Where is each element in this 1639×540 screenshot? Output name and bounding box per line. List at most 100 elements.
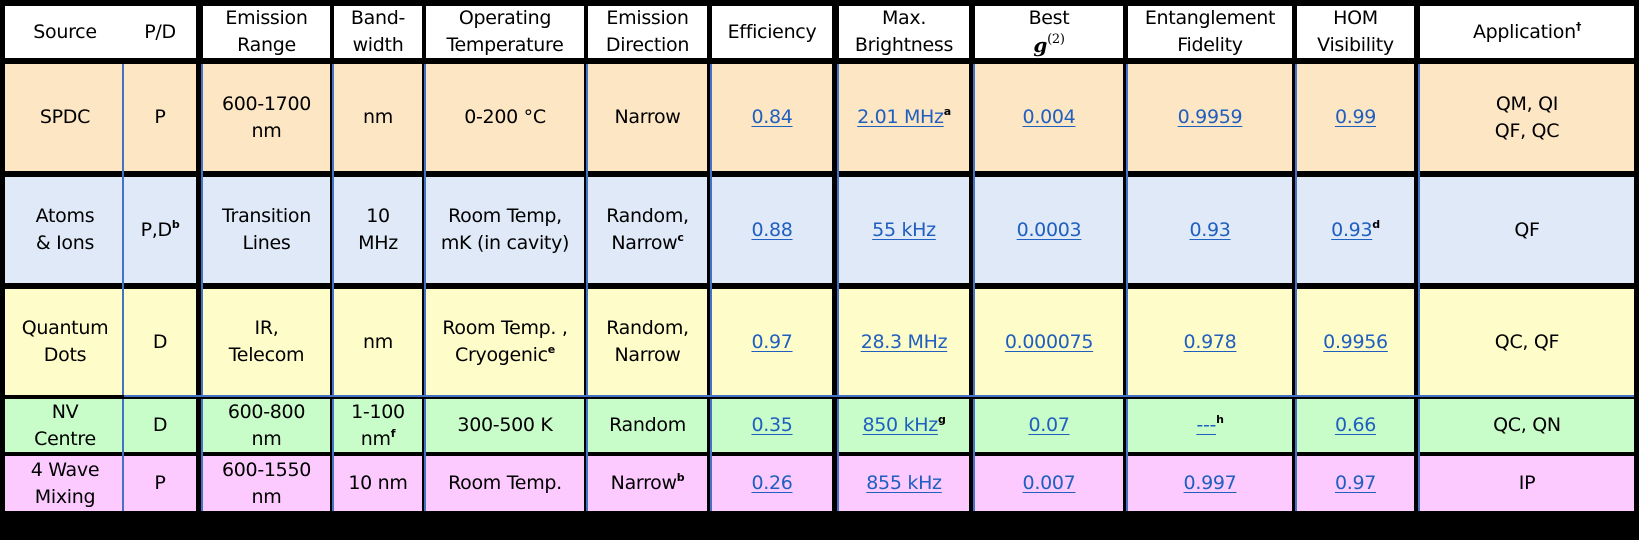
brightness-link[interactable]: 2.01 MHz (857, 106, 944, 128)
cell-line: QF, QC (1494, 118, 1560, 145)
qd-g2-cell[interactable]: 0.000075 (975, 289, 1123, 395)
spdc-range-cell: 600-1700 nm (203, 64, 330, 171)
cell-line: 0.35 (751, 412, 792, 439)
g2-link[interactable]: 0.007 (1022, 472, 1076, 494)
cell-line: 300-500 K (457, 412, 552, 439)
g2-link[interactable]: 0.0003 (1016, 218, 1082, 241)
qd-efficiency-cell[interactable]: 0.97 (712, 289, 832, 395)
column-rule (837, 399, 839, 511)
cell-text: SPDC (39, 106, 91, 128)
atoms-brightness-cell[interactable]: 55 kHz (839, 177, 969, 283)
g2-link[interactable]: 0.004 (1022, 106, 1076, 128)
qd-hom-cell[interactable]: 0.9956 (1297, 289, 1414, 395)
fwm-hom-cell[interactable]: 0.97 (1297, 456, 1414, 511)
brightness-link[interactable]: 28.3 MHz (860, 330, 948, 353)
cell-line: 0.93 (1189, 217, 1230, 244)
cell-line: Narrowb (611, 470, 685, 497)
cell-line: mK (in cavity) (441, 230, 570, 257)
g2-link[interactable]: 0.07 (1028, 414, 1070, 436)
cell-line: QF (1514, 217, 1540, 244)
header-line: Max. (882, 5, 926, 32)
nv-efficiency-cell[interactable]: 0.35 (712, 399, 832, 452)
header-line: Emission (606, 5, 688, 32)
header-label: width (352, 34, 404, 56)
efficiency-link[interactable]: 0.35 (751, 414, 793, 436)
atoms-application-cell: QF (1420, 177, 1634, 283)
efficiency-link[interactable]: 0.26 (751, 472, 793, 494)
cell-line: D (153, 412, 168, 439)
footnote-mark: f (390, 426, 396, 440)
spdc-fidelity-cell[interactable]: 0.9959 (1128, 64, 1292, 171)
cell-line: nm (252, 484, 282, 511)
footnote-mark: d (1372, 217, 1380, 231)
header-source: Source (5, 6, 125, 58)
atoms-g2-cell[interactable]: 0.0003 (975, 177, 1123, 283)
header-line: Direction (606, 32, 689, 59)
cell-line: Mixing (35, 484, 96, 511)
g2-link[interactable]: 0.000075 (1004, 330, 1094, 353)
efficiency-link[interactable]: 0.88 (751, 218, 793, 241)
cell-line: 10 (366, 203, 390, 230)
nv-brightness-cell[interactable]: 850 kHzg (839, 399, 969, 452)
g2-letter: g (1033, 32, 1048, 57)
nv-range-cell: 600-800 nm (203, 399, 330, 452)
nv-hom-cell[interactable]: 0.66 (1297, 399, 1414, 452)
atoms-hom-cell[interactable]: 0.93d (1297, 177, 1414, 283)
fwm-source-cell: 4 Wave Mixing (5, 456, 125, 511)
qd-range-cell: IR, Telecom (203, 289, 330, 395)
hom-link[interactable]: 0.97 (1334, 472, 1377, 494)
qd-brightness-cell[interactable]: 28.3 MHz (839, 289, 969, 395)
g2-exponent: (2) (1047, 31, 1065, 47)
cell-line: NV (52, 399, 79, 426)
fidelity-link[interactable]: 0.93 (1189, 218, 1231, 241)
cell-text: Narrow (614, 106, 681, 128)
spdc-brightness-cell[interactable]: 2.01 MHza (839, 64, 969, 171)
fidelity-link[interactable]: 0.997 (1183, 472, 1237, 494)
qd-fidelity-cell[interactable]: 0.978 (1128, 289, 1292, 395)
cell-line: Room Temp, (448, 203, 562, 230)
fwm-g2-cell[interactable]: 0.007 (975, 456, 1123, 511)
fwm-efficiency-cell[interactable]: 0.26 (712, 456, 832, 511)
fidelity-link[interactable]: --- (1196, 414, 1217, 436)
nv-bandwidth-cell: 1-100 nmf (334, 399, 422, 452)
spdc-hom-cell[interactable]: 0.99 (1297, 64, 1414, 171)
cell-line: 600-800 (228, 399, 306, 426)
hom-link[interactable]: 0.66 (1334, 414, 1377, 436)
fidelity-link[interactable]: 0.978 (1183, 330, 1237, 353)
spdc-temperature-cell: 0-200 °C (426, 64, 584, 171)
cell-line: nmf (361, 426, 396, 453)
cell-line: 10 nm (348, 470, 408, 497)
cell-text: Random, (606, 317, 689, 339)
brightness-link[interactable]: 855 kHz (866, 472, 942, 494)
hom-link[interactable]: 0.9956 (1323, 330, 1388, 353)
atoms-efficiency-cell[interactable]: 0.88 (712, 177, 832, 283)
atoms-temperature-cell: Room Temp, mK (in cavity) (426, 177, 584, 283)
nv-g2-cell[interactable]: 0.07 (975, 399, 1123, 452)
efficiency-link[interactable]: 0.84 (751, 106, 793, 128)
spdc-g2-cell[interactable]: 0.004 (975, 64, 1123, 171)
hom-link[interactable]: 0.99 (1334, 106, 1377, 128)
atoms-pd-cell: P,Db (124, 177, 196, 283)
spdc-efficiency-cell[interactable]: 0.84 (712, 64, 832, 171)
column-rule (1418, 399, 1420, 511)
column-rule (332, 64, 334, 395)
fwm-fidelity-cell[interactable]: 0.997 (1128, 456, 1292, 511)
header-label: HOM (1333, 7, 1378, 29)
efficiency-link[interactable]: 0.97 (751, 330, 793, 353)
cell-text: QF, QC (1494, 119, 1560, 142)
brightness-link[interactable]: 55 kHz (872, 218, 936, 241)
cell-text: Cryogenic (455, 344, 548, 366)
header-line: width (353, 32, 404, 59)
cell-line: 0.004 (1023, 104, 1076, 131)
atoms-fidelity-cell[interactable]: 0.93 (1128, 177, 1292, 283)
column-rule (710, 64, 712, 395)
cell-line: IP (1519, 470, 1536, 497)
brightness-link[interactable]: 850 kHz (862, 414, 938, 436)
fidelity-link[interactable]: 0.9959 (1177, 106, 1243, 128)
hom-link[interactable]: 0.93 (1331, 218, 1373, 241)
nv-fidelity-cell[interactable]: ---h (1128, 399, 1292, 452)
fwm-brightness-cell[interactable]: 855 kHz (839, 456, 969, 511)
spdc-source-cell: SPDC (5, 64, 125, 171)
cell-text: Room Temp. (448, 472, 562, 494)
